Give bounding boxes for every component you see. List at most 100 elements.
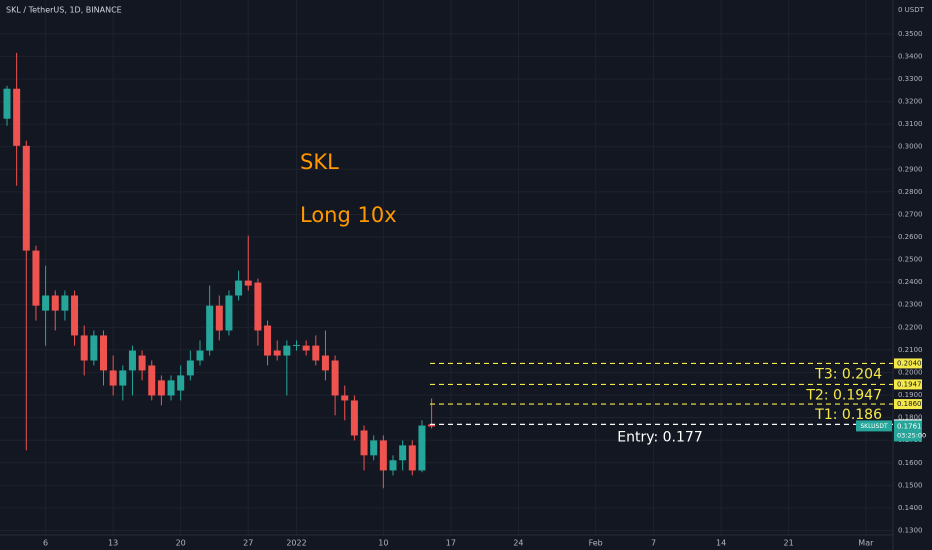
y-tick-label: 0.3400 (898, 52, 923, 60)
y-tick-label: 0.1400 (898, 504, 923, 512)
level-tag-label: 0.1860 (897, 400, 922, 408)
candle-body (350, 400, 358, 436)
x-tick-label: 14 (716, 539, 726, 548)
y-tick-label: 0.1800 (898, 414, 923, 422)
marks (3, 52, 436, 489)
x-tick-label: 24 (513, 539, 523, 548)
y-tick-label: 0.2300 (898, 301, 923, 309)
level-tag (894, 399, 922, 410)
candle-body (32, 250, 40, 306)
candle-body (177, 375, 185, 391)
candle-body (370, 440, 378, 456)
candle-body (3, 88, 11, 119)
level-label: T2: 0.1947 (805, 387, 882, 403)
candle-body (71, 295, 79, 336)
candle-body (148, 365, 156, 396)
x-tick-label: 7 (651, 539, 656, 548)
y-tick-label: 0.3000 (898, 143, 923, 151)
x-tick-label: 17 (446, 539, 456, 548)
y-tick-label: 0.2900 (898, 165, 923, 173)
y-tick-label: 0.3100 (898, 120, 923, 128)
y-tick-label: 0.1500 (898, 481, 923, 489)
x-tick-label: 10 (378, 539, 388, 548)
candle-body (42, 295, 50, 311)
y-tick-label: 0.2500 (898, 256, 923, 264)
level-label: Entry: 0.177 (617, 429, 702, 445)
candle-body (90, 335, 98, 361)
candle-body (273, 350, 281, 356)
annotation: SKL (300, 150, 339, 174)
candle-body (51, 295, 59, 311)
y-tick-label: 0.2100 (898, 346, 923, 354)
level-label: T1: 0.186 (814, 407, 882, 423)
x-tick-label: 27 (243, 539, 253, 548)
x-tick-label: Mar (858, 539, 874, 548)
y-tick-label: 0.3500 (898, 30, 923, 38)
candle-body (428, 424, 436, 427)
y-tick-label: 0.1600 (898, 459, 923, 467)
candle-body (215, 305, 223, 331)
level-label: T3: 0.204 (814, 366, 882, 382)
x-tick-label: 6 (43, 539, 48, 548)
candle-body (196, 350, 204, 361)
candle-body (235, 280, 243, 296)
y-tick-label: 0.3200 (898, 98, 923, 106)
candle-body (360, 430, 368, 456)
y-tick-label: 0.1900 (898, 391, 923, 399)
candle-body (264, 325, 272, 356)
candle-body (283, 345, 291, 356)
candle-body (109, 370, 117, 386)
price-tag (894, 420, 922, 442)
x-tick-label: 20 (176, 539, 186, 548)
candle-body (167, 380, 175, 396)
candle-body (225, 295, 233, 331)
symbol-label: SKLUSDT (860, 423, 888, 430)
candle-body (302, 345, 310, 351)
y-tick-label: 0.2400 (898, 278, 923, 286)
candle-body (244, 280, 252, 286)
candle-body (418, 425, 426, 471)
candle-body (389, 460, 397, 471)
level-tag (894, 358, 922, 369)
candle-body (293, 344, 300, 346)
last-price-label: 0.1761 (897, 422, 922, 430)
x-tick-label: Feb (589, 539, 603, 548)
y-tick-label: 0.2600 (898, 233, 923, 241)
candle-body (186, 360, 194, 376)
countdown-label: 03:25:00 (897, 431, 926, 439)
candle-body (408, 445, 416, 471)
y-tick-label: 0.1300 (898, 526, 923, 534)
level-tag-label: 0.1947 (897, 380, 922, 388)
candle-body (341, 395, 349, 401)
y-tick-label: 0.2700 (898, 210, 923, 218)
grid (0, 0, 893, 535)
candle-body (254, 282, 262, 331)
candle-body (119, 370, 127, 386)
price-tag (856, 420, 892, 432)
candle-body (157, 380, 165, 396)
chart-title: SKL / TetherUS, 1D, BINANCE (6, 6, 122, 15)
annotation: Long 10x (300, 203, 397, 227)
candle-body (312, 345, 320, 361)
y-tick-label: 0.2200 (898, 323, 923, 331)
y-tick-label: 0.3300 (898, 75, 923, 83)
candle-body (138, 355, 146, 371)
x-tick-label: 13 (108, 539, 118, 548)
candle-body (13, 88, 21, 146)
candle-body (80, 335, 88, 361)
y-tick-label: 0.2000 (898, 368, 923, 376)
x-tick-label: 21 (784, 539, 794, 548)
candle-body (128, 350, 136, 371)
candle-body (399, 445, 407, 461)
y-tick-label: 0.2800 (898, 188, 923, 196)
candle-body (379, 440, 387, 471)
candle-body (331, 360, 339, 396)
level-tag (894, 379, 922, 390)
candle-body (61, 295, 69, 311)
x-tick-label: 2022 (286, 539, 306, 548)
level-tag-label: 0.2040 (897, 359, 922, 367)
unit-label: 0 USDT (898, 6, 925, 14)
